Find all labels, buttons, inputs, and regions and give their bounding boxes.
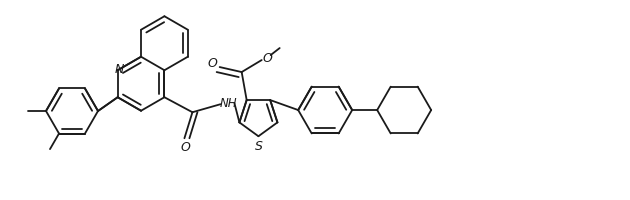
Text: O: O bbox=[208, 56, 217, 69]
Text: O: O bbox=[180, 140, 190, 153]
Text: S: S bbox=[255, 139, 262, 152]
Text: NH: NH bbox=[220, 96, 238, 109]
Text: O: O bbox=[263, 51, 273, 64]
Text: N: N bbox=[115, 62, 124, 75]
